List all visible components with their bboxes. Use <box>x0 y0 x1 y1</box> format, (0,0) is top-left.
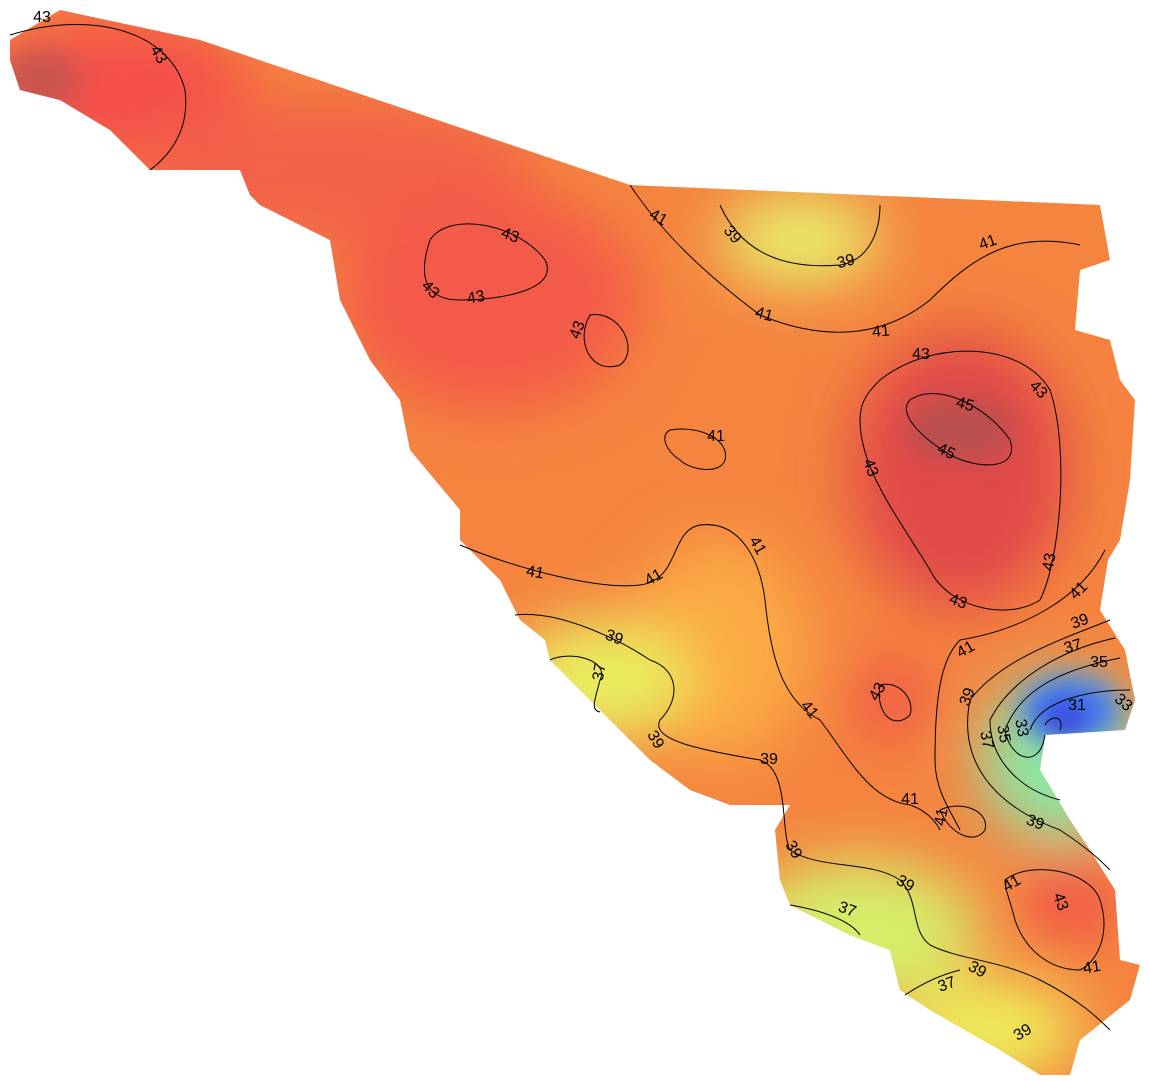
contour-label: 39 <box>893 872 917 896</box>
contour-label: 39 <box>835 251 857 272</box>
contour-label: 39 <box>965 958 989 982</box>
contour-label: 37 <box>976 730 996 751</box>
contour-label: 35 <box>993 724 1013 745</box>
contour-label: 43 <box>466 288 487 308</box>
contour-label: 43 <box>146 43 170 67</box>
contour-label: 43 <box>1040 552 1060 573</box>
contour-label: 41 <box>745 534 769 558</box>
contour-label: 43 <box>859 457 881 480</box>
contour-label: 39 <box>781 838 805 862</box>
contour-label: 41 <box>1000 872 1024 896</box>
contour-label: 39 <box>1011 1021 1035 1045</box>
contour-label: 39 <box>760 751 778 768</box>
contour-label: 43 <box>33 9 51 26</box>
contour-label: 41 <box>642 566 666 590</box>
contour-label: 41 <box>707 428 725 445</box>
contour-label: 41 <box>753 304 775 325</box>
contour-label: 39 <box>1024 812 1047 834</box>
contour-label: 41 <box>1082 958 1103 978</box>
contour-label: 33 <box>1011 718 1031 739</box>
contour-label: 37 <box>590 662 610 683</box>
contour-label: 43 <box>499 225 522 247</box>
contour-label: 41 <box>954 638 978 662</box>
contour-label: 43 <box>1049 891 1071 914</box>
contour-label: 39 <box>1069 611 1092 633</box>
contour-label: 39 <box>603 627 626 649</box>
contour-label: 45 <box>934 440 957 463</box>
contour-label: 31 <box>1068 697 1086 714</box>
contour-label: 37 <box>1062 636 1084 657</box>
contour-label: 41 <box>977 232 1000 254</box>
contour-label: 35 <box>1090 654 1108 671</box>
contour-label: 39 <box>643 728 667 752</box>
contour-label: 43 <box>567 319 589 342</box>
contour-label: 41 <box>871 322 890 341</box>
contour-label: 43 <box>912 346 930 363</box>
contour-lines <box>9 24 1131 1031</box>
contour-label: 41 <box>901 791 919 808</box>
contour-label: 41 <box>525 563 546 583</box>
contour-label: 45 <box>954 394 976 415</box>
contour-label: 37 <box>936 974 959 996</box>
contour-label: 41 <box>646 206 670 230</box>
contour-label: 41 <box>932 807 952 828</box>
contour-label: 39 <box>957 686 979 709</box>
contour-label: 43 <box>866 680 890 704</box>
contour-label: 43 <box>947 591 970 613</box>
contour-label: 37 <box>836 899 859 921</box>
